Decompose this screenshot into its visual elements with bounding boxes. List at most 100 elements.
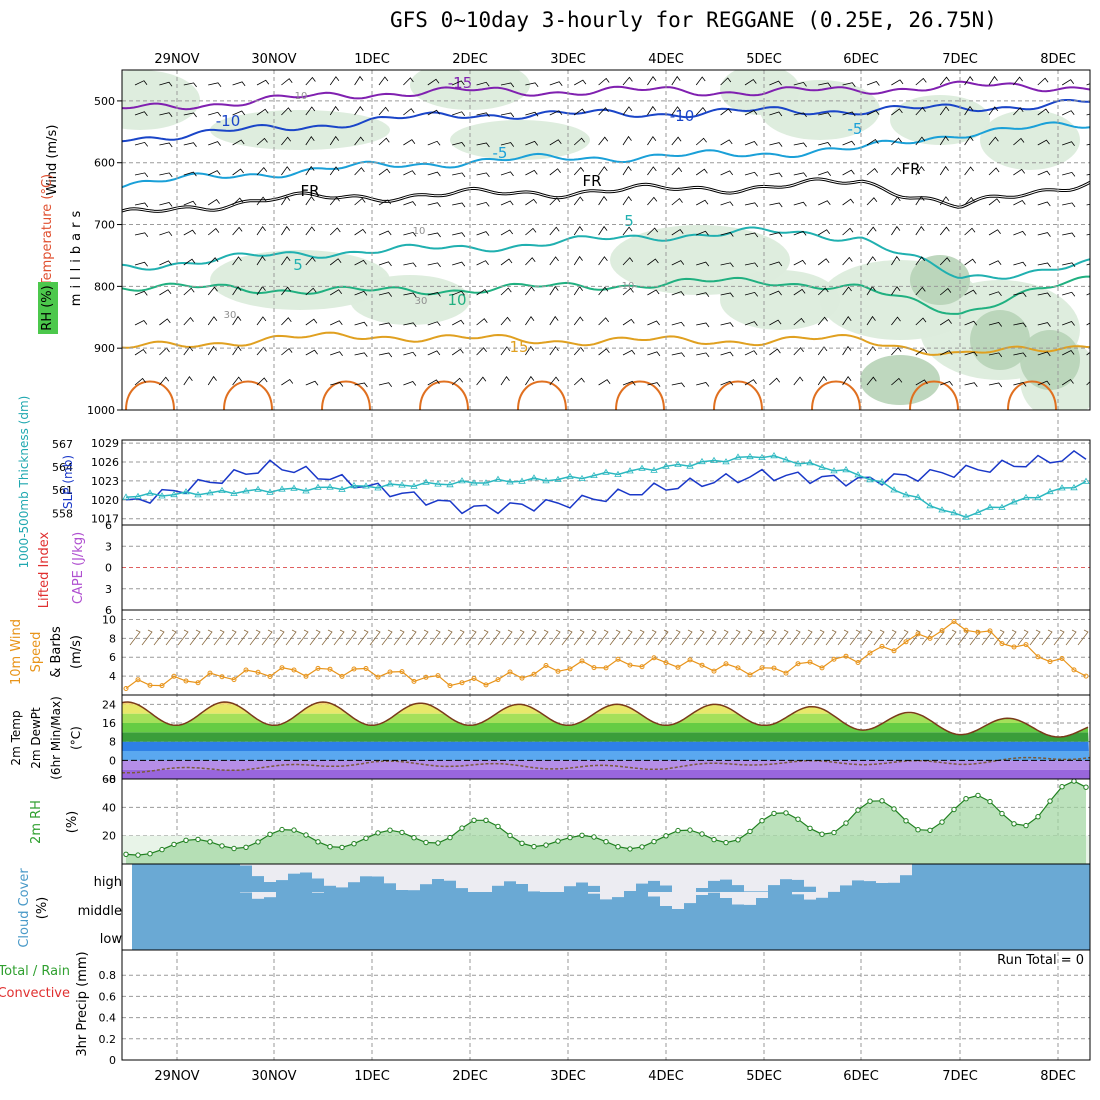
isotherm-loop-20 <box>125 380 175 410</box>
cloud-clear-cell <box>840 864 852 886</box>
wind-barb <box>1062 349 1075 356</box>
wind-barb <box>842 198 855 206</box>
wind10-barb <box>729 629 741 646</box>
wind-barb <box>1062 262 1076 268</box>
wind-barb <box>915 286 926 296</box>
wind-barb <box>183 200 197 206</box>
cloud-clear-cell <box>624 864 636 891</box>
rh2m-marker <box>363 835 369 841</box>
rh2m-marker <box>843 820 849 826</box>
wind-barb <box>329 105 339 116</box>
cloud-clear-cell <box>612 864 624 892</box>
wind-barb <box>915 77 927 86</box>
wind-speed-marker <box>1083 673 1089 679</box>
cloud-level-middle: middle <box>78 904 122 919</box>
rh2m-marker <box>339 844 345 851</box>
wind-barb <box>598 136 609 146</box>
wind-barb <box>305 106 316 116</box>
cloud-clear-cell <box>348 864 360 883</box>
wind-barb <box>818 142 832 147</box>
wind-barb <box>622 226 633 236</box>
wind10-barb <box>357 629 369 646</box>
wind-barb <box>525 375 535 386</box>
wind-barb <box>329 227 341 236</box>
wind-barb <box>232 286 242 296</box>
wind10-barb <box>837 629 849 646</box>
upper-tick-label: 500 <box>94 95 115 108</box>
wind10-barb <box>681 629 693 646</box>
date-label-top: 29NOV <box>154 52 199 67</box>
cloud-clear-cell <box>660 892 672 906</box>
rh2m-marker <box>183 837 189 843</box>
wind-barb <box>696 352 710 358</box>
wind-barb <box>281 166 291 176</box>
rh2m-marker <box>483 817 489 823</box>
rh2m-marker <box>615 844 621 850</box>
cloud-clear-cell <box>804 864 816 887</box>
rh2m-marker <box>375 830 381 836</box>
wind-barb <box>744 262 759 268</box>
wind10-barb <box>309 629 321 646</box>
wind10-barb <box>453 629 465 646</box>
wind10-label-unit: (m/s) <box>69 635 84 669</box>
precip-label: 3hr Precip (mm) <box>75 951 90 1056</box>
wind-speed-marker <box>939 628 945 634</box>
wind-barb <box>769 261 783 267</box>
wind-barb <box>305 136 315 146</box>
wind-barb <box>647 320 660 326</box>
wind-barb <box>818 82 832 88</box>
wind-barb <box>183 82 197 88</box>
cloud-clear-cell <box>240 864 252 866</box>
isotherm-loop-20 <box>223 380 273 410</box>
wind-barb <box>427 379 440 386</box>
wind-speed-marker <box>723 661 729 667</box>
wind-barb <box>329 289 343 296</box>
rh2m-marker <box>459 825 465 831</box>
thickness-marker <box>182 488 190 495</box>
isotherm-label: -5 <box>493 144 508 162</box>
wind-barb <box>1037 262 1051 268</box>
wind-barb <box>1037 201 1051 207</box>
rh2m-marker <box>555 838 561 844</box>
wind-barb <box>281 286 291 296</box>
wind10-barb <box>249 629 261 646</box>
date-label-top: 2DEC <box>452 52 488 67</box>
wind-barb <box>281 195 291 206</box>
wind-speed-marker <box>375 674 381 680</box>
cloud-clear-cell <box>456 864 468 889</box>
wind-barb <box>573 316 584 326</box>
wind10-barb <box>873 629 885 646</box>
cloud-clear-cell <box>708 892 720 893</box>
isotherm-loop-20 <box>811 380 861 410</box>
isotherm-label: FR <box>300 182 319 200</box>
wind-speed-marker <box>1035 654 1041 660</box>
wind-barb <box>671 291 685 296</box>
wind-barb <box>207 286 218 296</box>
wind-barb <box>573 166 585 176</box>
cloud-clear-cell <box>312 892 324 893</box>
wind-barb <box>939 257 951 266</box>
wind-barb <box>476 201 490 207</box>
wind-barb <box>866 315 876 326</box>
wind-barb <box>647 105 657 116</box>
wind-barb <box>452 202 466 208</box>
rh2m-marker <box>591 834 597 840</box>
wind-barb <box>647 382 661 387</box>
wind-barb <box>232 315 242 326</box>
wind-barb <box>354 352 368 358</box>
cloud-clear-cell <box>636 864 648 884</box>
rh2m-marker <box>891 806 897 812</box>
wind-barb <box>427 109 440 116</box>
li-tick-label: 3 <box>105 583 112 596</box>
thickness-tick-label: 567 <box>52 438 73 451</box>
wind-barb <box>598 195 608 206</box>
wind-speed-marker <box>471 676 477 681</box>
wind-barb <box>842 82 856 87</box>
wind10-barb <box>141 629 153 646</box>
wind-barb <box>964 289 977 296</box>
wind-barb <box>500 376 510 386</box>
wind-barb <box>817 375 828 386</box>
wind-speed-marker <box>135 677 141 683</box>
isotherm-loop-20 <box>1007 380 1057 410</box>
wind-barb <box>378 76 389 86</box>
